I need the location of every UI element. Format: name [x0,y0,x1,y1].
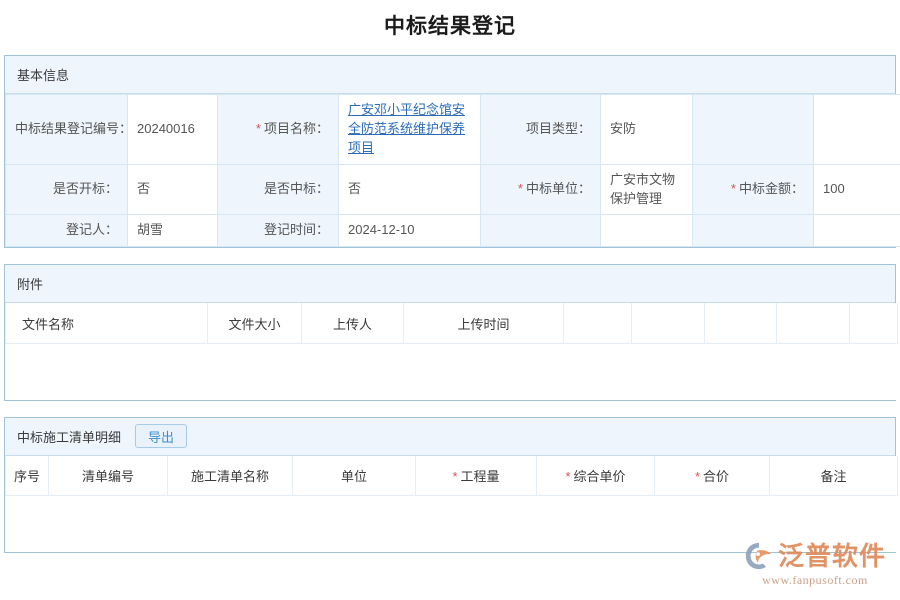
required-marker: * [694,469,701,484]
required-marker: * [517,181,523,197]
basic-info-table: 中标结果登记编号： 20240016 * 项目名称： 广安邓小平纪念馆安全防范系统… [5,94,900,248]
project-type-value: 安防 [600,94,693,165]
col-file-size[interactable]: 文件大小 [207,303,302,344]
is-open-label: 是否开标： [5,163,128,216]
win-unit-value: 广安市文物保护管理 [600,163,693,216]
project-name-label-text: 项目名称： [263,121,329,137]
bid-list-header: 中标施工清单明细 导出 [5,417,895,456]
required-marker: * [565,469,571,484]
win-amount-label: * 中标金额： [692,163,814,216]
col-file-name[interactable]: 文件名称 [5,303,208,344]
bid-list-table: 序号 清单编号 施工清单名称 单位 * 工程量 * 综合单价 * 合价 备注 [5,455,898,553]
is-win-label: 是否中标： [217,163,339,216]
table-row: 中标结果登记编号： 20240016 * 项目名称： 广安邓小平纪念馆安全防范系统… [5,94,900,165]
col-unit-price[interactable]: * 综合单价 [536,455,655,497]
bid-list-title: 中标施工清单明细 [17,429,122,445]
attachment-header-row: 文件名称 文件大小 上传人 上传时间 [5,303,898,344]
col-remark[interactable]: 备注 [769,455,898,497]
bid-list-empty-body [5,495,898,553]
col-upload-time[interactable]: 上传时间 [403,303,564,344]
basic-info-header: 基本信息 [5,56,895,95]
col-total-price-label: 合价 [703,469,730,484]
win-amount-value: 100 [813,163,900,216]
table-row: 登记人： 胡雪 登记时间： 2024-12-10 [5,214,900,248]
page-title: 中标结果登记 [384,15,516,38]
empty-cell [600,214,693,248]
registrant-label: 登记人： [5,214,128,248]
col-seq[interactable]: 序号 [5,455,49,497]
win-unit-label-text: 中标单位： [525,181,591,197]
reg-no-label: 中标结果登记编号： [5,94,132,165]
empty-cell [692,214,814,248]
bid-list-empty-cell [5,495,898,553]
project-name-link[interactable]: 广安邓小平纪念馆安全防范系统维护保养项目 [348,102,466,155]
col-uploader[interactable]: 上传人 [301,303,404,344]
col-quantity-label: 工程量 [460,469,500,484]
col-empty-1[interactable] [563,303,632,344]
is-open-value: 否 [127,163,218,216]
attachment-empty-cell [5,343,898,400]
reg-no-value: 20240016 [127,94,218,165]
col-empty-3[interactable] [704,303,777,344]
col-list-name[interactable]: 施工清单名称 [167,455,293,497]
col-unit-price-label: 综合单价 [573,469,626,484]
empty-cell [480,214,601,248]
win-unit-label: * 中标单位： [480,163,601,216]
project-name-label: * 项目名称： [217,94,339,165]
basic-info-panel: 基本信息 中标结果登记编号： 20240016 * 项目名称： 广安邓小平纪念馆安… [4,55,900,249]
attachment-table: 文件名称 文件大小 上传人 上传时间 [5,303,898,400]
col-empty-2[interactable] [631,303,705,344]
basic-info-title: 基本信息 [17,68,70,84]
required-marker: * [730,181,736,197]
registrant-value: 胡雪 [127,214,218,248]
required-marker: * [255,121,261,137]
col-total-price[interactable]: * 合价 [654,455,770,497]
project-type-label: 项目类型： [480,94,601,165]
bid-list-panel: 中标施工清单明细 导出 序号 清单编号 施工清单名称 单位 * 工程量 * 综合单价… [4,416,898,554]
col-unit[interactable]: 单位 [292,455,416,497]
col-empty-5[interactable] [849,303,898,344]
attachment-panel: 附件 文件名称 文件大小 上传人 上传时间 [4,264,898,401]
attachment-empty-body [5,343,898,400]
empty-cell [692,94,814,165]
watermark-url: www.fanpusoft.com [762,573,868,587]
export-button[interactable]: 导出 [135,424,188,449]
empty-cell [813,214,900,248]
col-quantity[interactable]: * 工程量 [415,455,537,497]
win-amount-label-text: 中标金额： [738,181,804,197]
required-marker: * [452,469,458,484]
col-empty-4[interactable] [776,303,850,344]
bid-list-header-row: 序号 清单编号 施工清单名称 单位 * 工程量 * 综合单价 * 合价 备注 [5,455,898,497]
attachment-title: 附件 [17,277,44,293]
reg-time-value: 2024-12-10 [338,214,481,248]
col-list-no[interactable]: 清单编号 [48,455,168,497]
is-win-value: 否 [338,163,481,216]
project-name-value-cell: 广安邓小平纪念馆安全防范系统维护保养项目 [338,94,481,165]
attachment-header: 附件 [5,265,895,304]
reg-time-label: 登记时间： [217,214,339,248]
empty-cell [813,94,900,165]
table-row: 是否开标： 否 是否中标： 否 * 中标单位： 广安市文物保护管理 * 中标金额： … [5,163,900,216]
